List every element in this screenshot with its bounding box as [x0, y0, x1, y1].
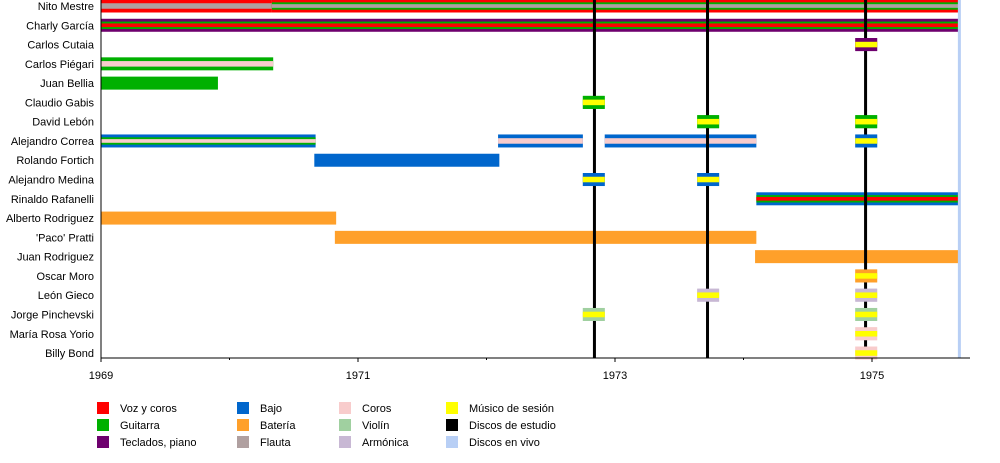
member-label: Rinaldo Rafanelli — [11, 194, 94, 206]
bar-coros — [101, 61, 274, 67]
member-label: León Gieco — [38, 290, 94, 302]
legend-label: Discos en vivo — [469, 437, 540, 449]
member-label: Oscar Moro — [37, 271, 94, 283]
bar-bateria — [101, 211, 337, 225]
x-tick-label: 1971 — [346, 370, 370, 382]
studio-album-line — [864, 0, 868, 358]
member-label: Nito Mestre — [38, 1, 94, 13]
legend-swatch-teclados — [97, 436, 109, 448]
bar-voz — [756, 196, 960, 201]
legend-swatch-coros — [339, 402, 351, 414]
legend-label: Bajo — [260, 403, 282, 415]
x-tick-label: 1969 — [89, 370, 113, 382]
marker-sesion — [697, 176, 720, 183]
legend-swatch-bajo — [237, 402, 249, 414]
legend-swatch-voz — [97, 402, 109, 414]
bar-guitarra — [101, 76, 218, 90]
legend-label: Discos de estudio — [469, 420, 556, 432]
member-label: Charly García — [26, 20, 95, 32]
marker-sesion — [697, 118, 720, 125]
legend-swatch-bateria — [237, 419, 249, 431]
legend-label: Voz y coros — [120, 403, 177, 415]
legend-label: Teclados, piano — [120, 437, 196, 449]
marker-sesion — [855, 118, 878, 125]
member-label: 'Paco' Pratti — [36, 232, 94, 244]
legend-label: Flauta — [260, 437, 291, 449]
legend-label: Armónica — [362, 437, 409, 449]
member-label: Jorge Pinchevski — [11, 309, 94, 321]
legend-label: Guitarra — [120, 420, 161, 432]
member-label: David Lebón — [32, 117, 94, 129]
live-album-line — [957, 0, 961, 358]
legend-swatch-guitarra — [97, 419, 109, 431]
x-tick-label: 1973 — [603, 370, 627, 382]
marker-sesion — [855, 350, 878, 356]
bar-flauta — [101, 3, 272, 9]
member-label: Billy Bond — [45, 348, 94, 360]
member-label: Carlos Cutaia — [27, 40, 95, 52]
member-label: Rolando Fortich — [16, 155, 94, 167]
legend-swatch-violin — [339, 419, 351, 431]
legend-swatch-flauta — [237, 436, 249, 448]
marker-sesion — [582, 176, 605, 183]
member-label: Carlos Piégari — [25, 59, 94, 71]
marker-sesion — [855, 41, 878, 48]
bar-coros — [498, 138, 583, 144]
member-label: Alejandro Medina — [8, 175, 94, 187]
bar-bateria — [334, 230, 757, 244]
bar-voz — [101, 23, 960, 28]
marker-sesion — [697, 292, 720, 298]
marker-sesion — [855, 330, 878, 337]
member-label: Alejandro Correa — [11, 136, 95, 148]
legend-label: Batería — [260, 420, 296, 432]
bar-coros — [604, 138, 757, 144]
legend-swatch-armonica — [339, 436, 351, 448]
bar-flauta — [271, 4, 960, 8]
member-label: Claudio Gabis — [25, 97, 95, 109]
legend-swatch-sesion — [446, 402, 458, 414]
legend-label: Violín — [362, 420, 389, 432]
marker-sesion — [855, 273, 878, 279]
legend-swatch-estudio — [446, 419, 458, 431]
legend-swatch-vivo — [446, 436, 458, 448]
marker-sesion — [582, 311, 605, 318]
legend-label: Músico de sesión — [469, 403, 554, 415]
member-label: María Rosa Yorio — [10, 329, 94, 341]
legend-label: Coros — [362, 403, 392, 415]
marker-sesion — [582, 99, 605, 106]
bar-coros — [101, 139, 316, 143]
marker-sesion — [855, 138, 878, 144]
member-label: Alberto Rodriguez — [6, 213, 94, 225]
member-label: Juan Bellia — [40, 78, 95, 90]
marker-sesion — [855, 311, 878, 318]
x-tick-label: 1975 — [860, 370, 884, 382]
member-label: Juan Rodriguez — [17, 252, 94, 264]
bar-bajo — [314, 153, 500, 167]
marker-sesion — [855, 292, 878, 298]
bar-bateria — [755, 250, 960, 264]
